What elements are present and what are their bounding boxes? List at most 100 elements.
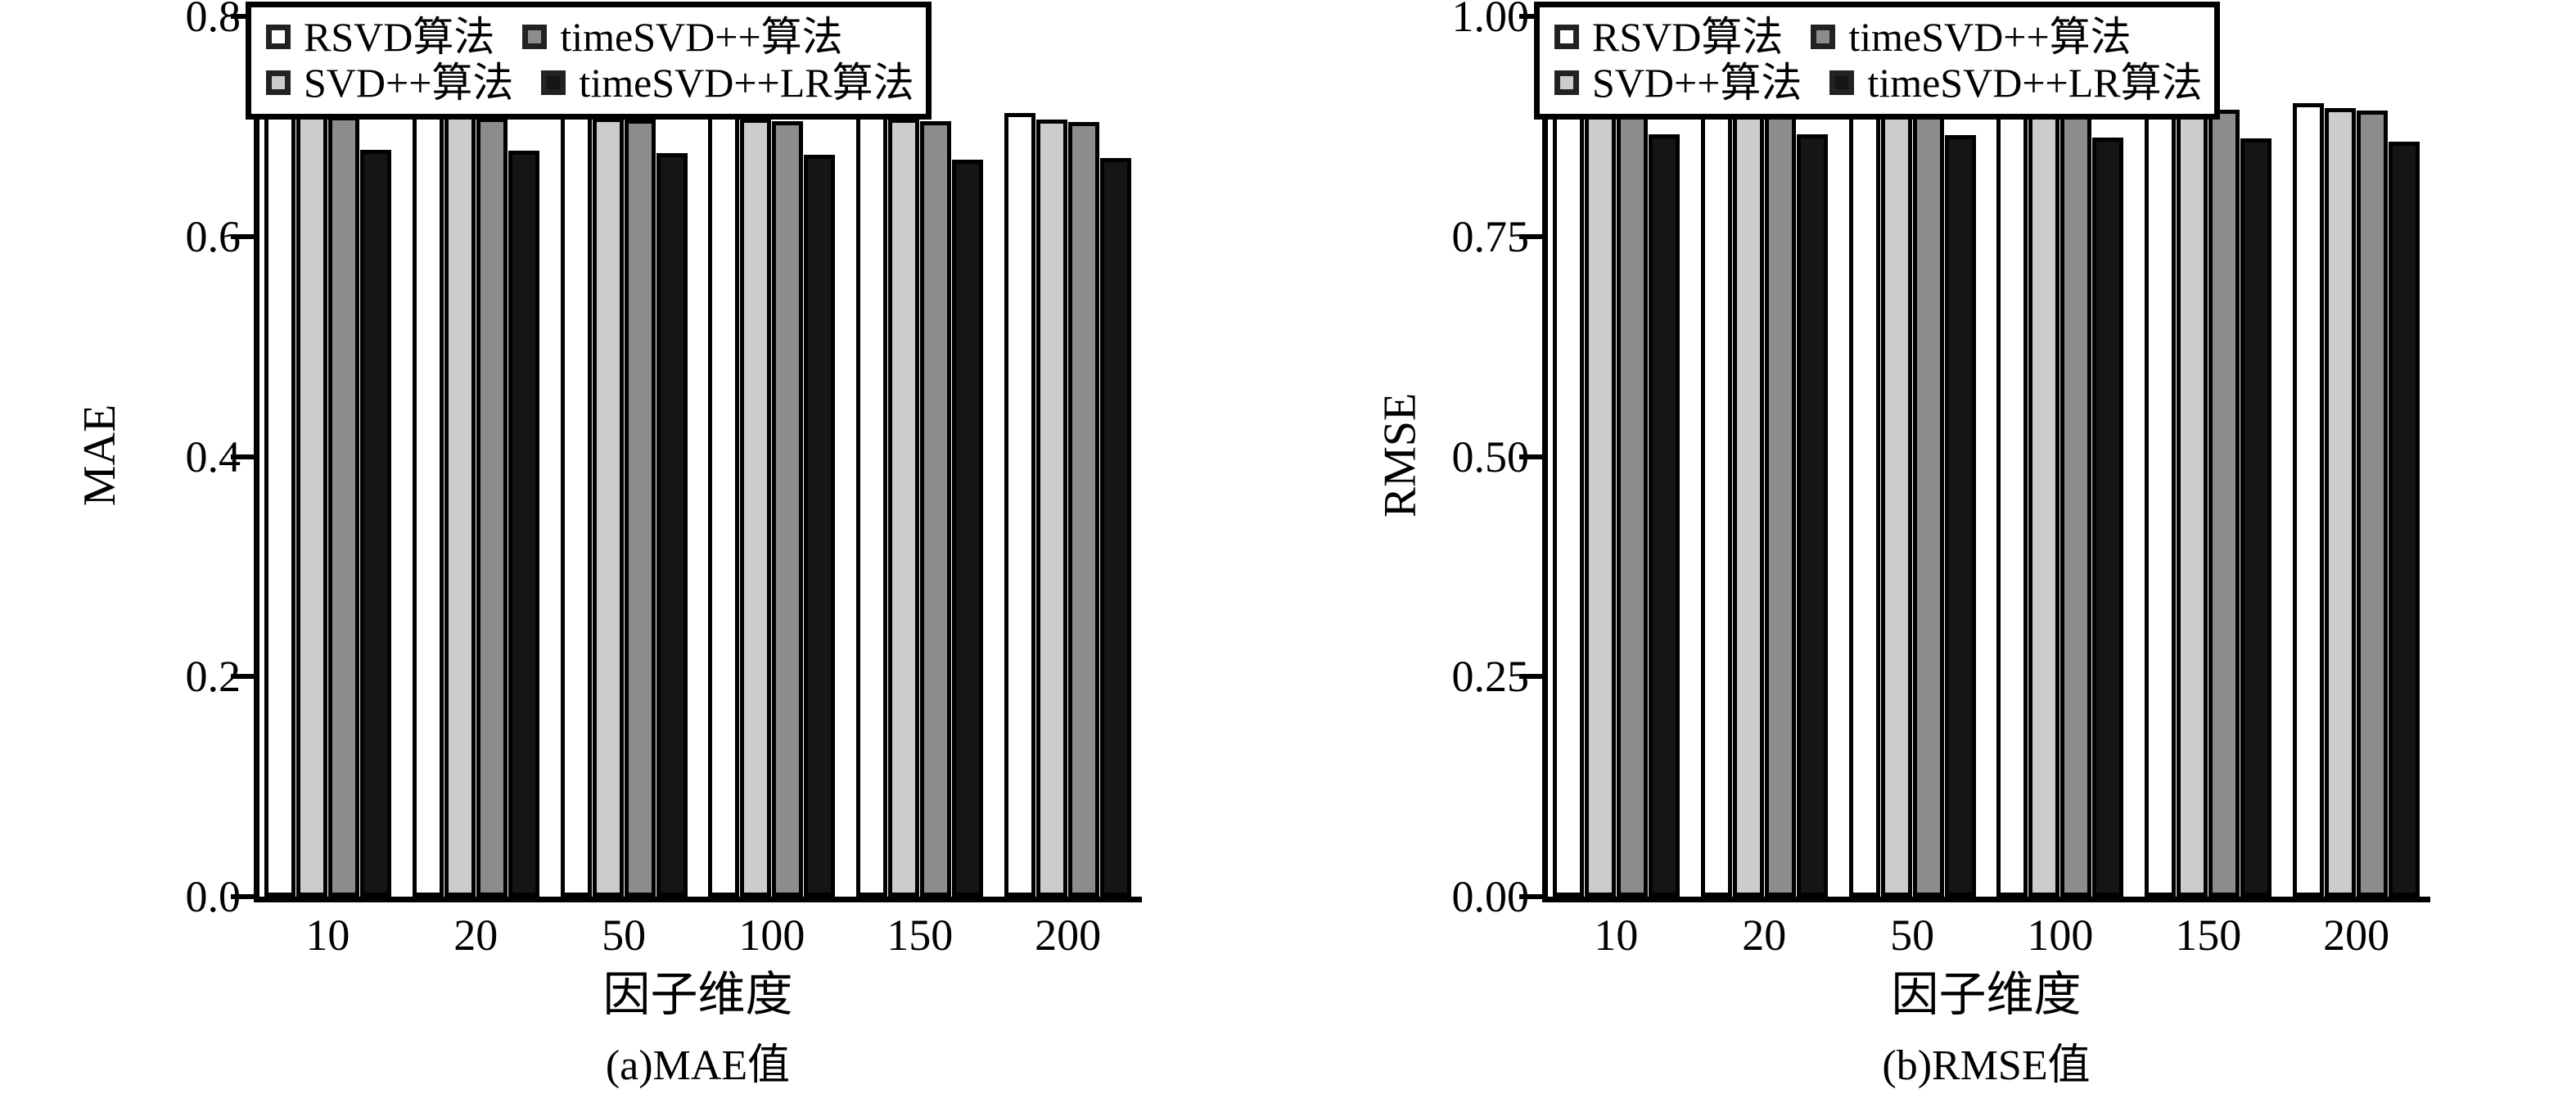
bar (1880, 103, 1912, 897)
y-tick-mark (231, 233, 254, 239)
legend-item-rsvd[interactable]: RSVD算法 (266, 14, 494, 60)
legend-item-timesvdpplr[interactable]: timeSVD++LR算法 (1829, 60, 2203, 106)
bar (2028, 106, 2060, 897)
bar-group (856, 16, 984, 897)
plot-area-a: 0.0 0.2 0.4 0.6 0.8 10 20 50 100 150 200 (186, 0, 1142, 957)
bar (1732, 102, 1764, 897)
bar (804, 155, 836, 897)
panel-rmse: RMSE 0.00 0.25 0.50 0.75 1.00 10 20 50 100 150 20… (1288, 0, 2576, 1103)
bar (920, 120, 952, 897)
bar-group (708, 16, 836, 897)
panel-mae: MAE 0.0 0.2 0.4 0.6 0.8 10 20 50 100 150 200 因子维度… (74, 0, 1142, 1089)
bar-group (412, 16, 539, 897)
bar (1648, 134, 1680, 897)
legend-row-bottom: SVD++算法 timeSVD++LR算法 (1554, 60, 2203, 106)
legend-label-svdpp: SVD++算法 (1592, 60, 1802, 106)
square-filled-gray-icon (522, 25, 548, 49)
bar (772, 120, 804, 897)
legend-item-svdpp[interactable]: SVD++算法 (266, 60, 513, 106)
bar (2240, 138, 2272, 897)
bar (2325, 107, 2357, 897)
legend-label-rsvd: RSVD算法 (304, 14, 495, 60)
bar (412, 103, 444, 897)
bar (2092, 138, 2124, 897)
legend-row-bottom: SVD++算法 timeSVD++LR算法 (266, 60, 914, 106)
y-tick-mark (231, 894, 254, 899)
legend-row-top: RSVD算法 timeSVD++算法 (1554, 14, 2203, 60)
y-axis-label-a: MAE (74, 404, 126, 506)
bar (1068, 122, 1100, 897)
y-tick-mark (231, 14, 254, 19)
y-tick-mark (1519, 454, 1542, 459)
plot-area-b: 0.00 0.25 0.50 0.75 1.00 10 20 50 100 150 200 (1452, 0, 2430, 957)
legend-label-timesvdpp: timeSVD++算法 (1848, 14, 2132, 60)
x-tick-label: 50 (602, 911, 647, 960)
bar-group (1700, 16, 1828, 897)
legend-item-timesvdpplr[interactable]: timeSVD++LR算法 (541, 60, 914, 106)
square-filled-black-icon (541, 70, 566, 95)
x-tick-label: 50 (1890, 911, 1935, 960)
square-outline-white-icon (1554, 25, 1579, 49)
y-axis-line-a (254, 16, 259, 897)
bar (2208, 109, 2240, 897)
bar-group (1848, 16, 1976, 897)
bar (624, 120, 656, 897)
y-tick-label: 0.8 (185, 0, 241, 41)
x-tick-label: 150 (886, 911, 954, 960)
bar-groups-b (1542, 16, 2430, 897)
y-tick-mark (1519, 14, 1542, 19)
bar (1004, 113, 1036, 897)
y-tick-label: 1.00 (1451, 0, 1530, 41)
legend-item-rsvd[interactable]: RSVD算法 (1554, 14, 1783, 60)
x-axis-line-b (1542, 897, 2430, 902)
legend-item-timesvdpp[interactable]: timeSVD++算法 (522, 14, 843, 60)
x-tick-label: 10 (1594, 911, 1639, 960)
legend-row-top: RSVD算法 timeSVD++算法 (266, 14, 914, 60)
bar-group (1996, 16, 2124, 897)
legend-item-timesvdpp[interactable]: timeSVD++算法 (1811, 14, 2132, 60)
bar (2177, 106, 2208, 897)
bar (476, 117, 508, 897)
legend-b: RSVD算法 timeSVD++算法 SVD++算法 timeSVD++LR算法 (1534, 2, 2220, 120)
y-tick-label: 0.50 (1451, 432, 1530, 481)
bar (1912, 106, 1944, 897)
bar-group (264, 16, 391, 897)
square-filled-black-icon (1829, 70, 1855, 95)
x-tick-label: 20 (1742, 911, 1787, 960)
legend-label-timesvdpplr: timeSVD++LR算法 (579, 60, 914, 106)
bar-group (2145, 16, 2272, 897)
legend-label-svdpp: SVD++算法 (304, 60, 514, 106)
bar (1100, 158, 1132, 897)
bar (1848, 93, 1880, 897)
y-tick-mark (1519, 233, 1542, 239)
x-tick-label: 100 (738, 911, 805, 960)
bar-group (1004, 16, 1132, 897)
y-tick-mark (231, 454, 254, 459)
bar (952, 159, 984, 897)
x-tick-label: 10 (305, 911, 350, 960)
bar (2060, 109, 2092, 897)
square-outline-white-icon (266, 25, 291, 49)
panel-caption-a: (a)MAE值 (605, 1042, 791, 1089)
bar (592, 117, 624, 897)
bar (295, 114, 327, 897)
square-filled-gray-icon (1811, 25, 1836, 49)
y-axis-label-b: RMSE (1374, 392, 1426, 518)
x-tick-label: 200 (2323, 911, 2390, 960)
x-tick-label: 200 (1035, 911, 1102, 960)
y-axis-line-b (1542, 16, 1548, 897)
bar (2357, 111, 2389, 897)
bar (1616, 104, 1648, 897)
x-axis-label-a: 因子维度 (602, 968, 793, 1021)
y-tick-label: 0.0 (185, 872, 241, 921)
y-tick-label: 0.00 (1451, 872, 1530, 921)
bar (856, 111, 888, 897)
y-tick-mark (1519, 674, 1542, 680)
bar (1700, 93, 1732, 897)
legend-item-svdpp[interactable]: SVD++算法 (1554, 60, 1802, 106)
bar (740, 118, 772, 897)
bar (264, 103, 295, 897)
bar (888, 118, 920, 897)
bar-group (1552, 16, 1680, 897)
